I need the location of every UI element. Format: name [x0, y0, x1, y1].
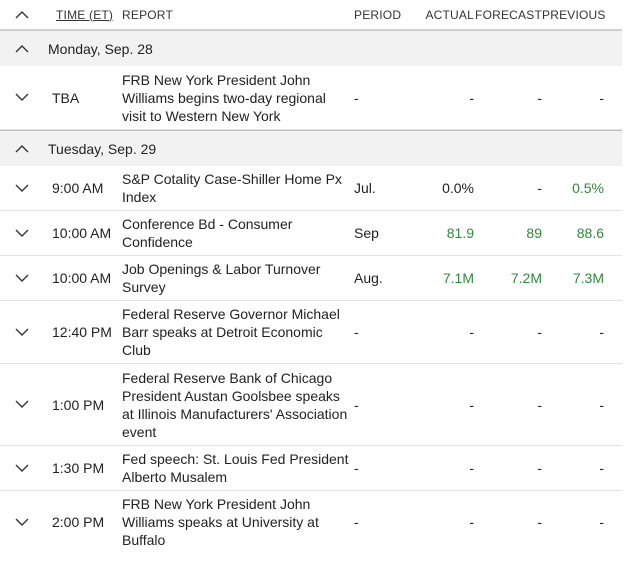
chevron-down-icon	[15, 274, 29, 283]
chevron-down-icon	[15, 229, 29, 238]
event-row[interactable]: TBA FRB New York President John Williams…	[0, 66, 622, 130]
event-forecast: 89	[526, 225, 542, 241]
event-report: Job Openings & Labor Turnover Survey	[122, 261, 321, 295]
event-previous: 88.6	[576, 225, 604, 241]
event-time: 1:30 PM	[52, 460, 105, 476]
expand-row-button[interactable]	[0, 518, 44, 527]
event-report: Federal Reserve Governor Michael Barr sp…	[122, 306, 340, 358]
event-row[interactable]: 2:00 PM FRB New York President John Will…	[0, 491, 622, 553]
event-forecast: -	[537, 89, 542, 106]
event-time: 12:40 PM	[52, 324, 112, 340]
chevron-down-icon	[15, 518, 29, 527]
event-report: Fed speech: St. Louis Fed President Albe…	[122, 451, 349, 485]
event-time: TBA	[52, 89, 80, 106]
expand-row-button[interactable]	[0, 184, 44, 193]
event-period: -	[354, 89, 359, 106]
event-forecast: -	[537, 180, 542, 196]
event-report: FRB New York President John Williams beg…	[122, 71, 326, 124]
event-previous: -	[599, 460, 604, 476]
event-period: Sep	[354, 225, 379, 241]
event-previous: 7.3M	[572, 270, 604, 286]
chevron-up-icon	[15, 10, 29, 19]
day-group-header[interactable]: Monday, Sep. 28	[0, 30, 622, 66]
chevron-up-icon	[15, 44, 29, 53]
collapse-day-button[interactable]	[0, 144, 44, 153]
event-actual: -	[469, 460, 474, 476]
event-time: 9:00 AM	[52, 180, 104, 196]
day-group-header[interactable]: Tuesday, Sep. 29	[0, 130, 622, 166]
event-period: Jul.	[354, 180, 376, 196]
event-period: -	[354, 396, 359, 413]
chevron-up-icon	[15, 144, 29, 153]
event-previous: -	[599, 514, 604, 530]
previous-column-header: PREVIOUS	[542, 7, 606, 22]
day-label: Monday, Sep. 28	[48, 40, 153, 57]
expand-row-button[interactable]	[0, 93, 44, 102]
event-actual: -	[469, 89, 474, 106]
expand-row-button[interactable]	[0, 229, 44, 238]
chevron-down-icon	[15, 184, 29, 193]
report-column-header: REPORT	[122, 7, 173, 22]
event-row[interactable]: 1:30 PM Fed speech: St. Louis Fed Presid…	[0, 446, 622, 491]
event-previous: -	[599, 324, 604, 340]
event-row[interactable]: 9:00 AM S&P Cotality Case-Shiller Home P…	[0, 166, 622, 211]
sort-by-time-link[interactable]: TIME (ET)	[56, 7, 114, 22]
expand-row-button[interactable]	[0, 464, 44, 473]
event-time: 1:00 PM	[52, 396, 105, 413]
chevron-down-icon	[15, 93, 29, 102]
event-previous: -	[599, 89, 604, 106]
event-forecast: 7.2M	[510, 270, 542, 286]
event-report: FRB New York President John Williams spe…	[122, 496, 319, 548]
event-actual: 81.9	[446, 225, 474, 241]
event-previous: -	[599, 396, 604, 413]
actual-column-header: ACTUAL	[425, 7, 474, 22]
event-forecast: -	[537, 460, 542, 476]
event-report: Federal Reserve Bank of Chicago Presiden…	[122, 369, 348, 440]
event-forecast: -	[537, 324, 542, 340]
event-forecast: -	[537, 514, 542, 530]
event-time: 10:00 AM	[52, 225, 112, 241]
chevron-down-icon	[15, 400, 29, 409]
event-report: Conference Bd - Consumer Confidence	[122, 216, 293, 250]
collapse-day-button[interactable]	[0, 44, 44, 53]
event-actual: -	[469, 396, 474, 413]
event-actual: -	[469, 324, 474, 340]
event-row[interactable]: 10:00 AM Conference Bd - Consumer Confid…	[0, 211, 622, 256]
event-period: -	[354, 324, 359, 340]
collapse-all-button[interactable]	[0, 10, 44, 19]
forecast-column-header: FORECAST	[475, 7, 542, 22]
event-time: 10:00 AM	[52, 270, 112, 286]
day-label: Tuesday, Sep. 29	[48, 140, 157, 157]
event-period: -	[354, 460, 359, 476]
event-row[interactable]: 12:40 PM Federal Reserve Governor Michae…	[0, 301, 622, 364]
chevron-down-icon	[15, 464, 29, 473]
expand-row-button[interactable]	[0, 328, 44, 337]
table-header: TIME (ET) REPORT PERIOD ACTUAL FORECAST …	[0, 0, 622, 30]
event-period: Aug.	[354, 270, 383, 286]
expand-row-button[interactable]	[0, 400, 44, 409]
event-period: -	[354, 514, 359, 530]
event-forecast: -	[537, 396, 542, 413]
event-actual: 7.1M	[442, 270, 474, 286]
expand-row-button[interactable]	[0, 274, 44, 283]
event-previous: 0.5%	[572, 180, 604, 196]
event-report: S&P Cotality Case-Shiller Home Px Index	[122, 171, 342, 205]
chevron-down-icon	[15, 328, 29, 337]
event-time: 2:00 PM	[52, 514, 105, 530]
event-actual: -	[469, 514, 474, 530]
period-column-header: PERIOD	[354, 7, 402, 22]
event-row[interactable]: 1:00 PM Federal Reserve Bank of Chicago …	[0, 364, 622, 446]
event-row[interactable]: 10:00 AM Job Openings & Labor Turnover S…	[0, 256, 622, 301]
event-actual: 0.0%	[442, 180, 474, 196]
